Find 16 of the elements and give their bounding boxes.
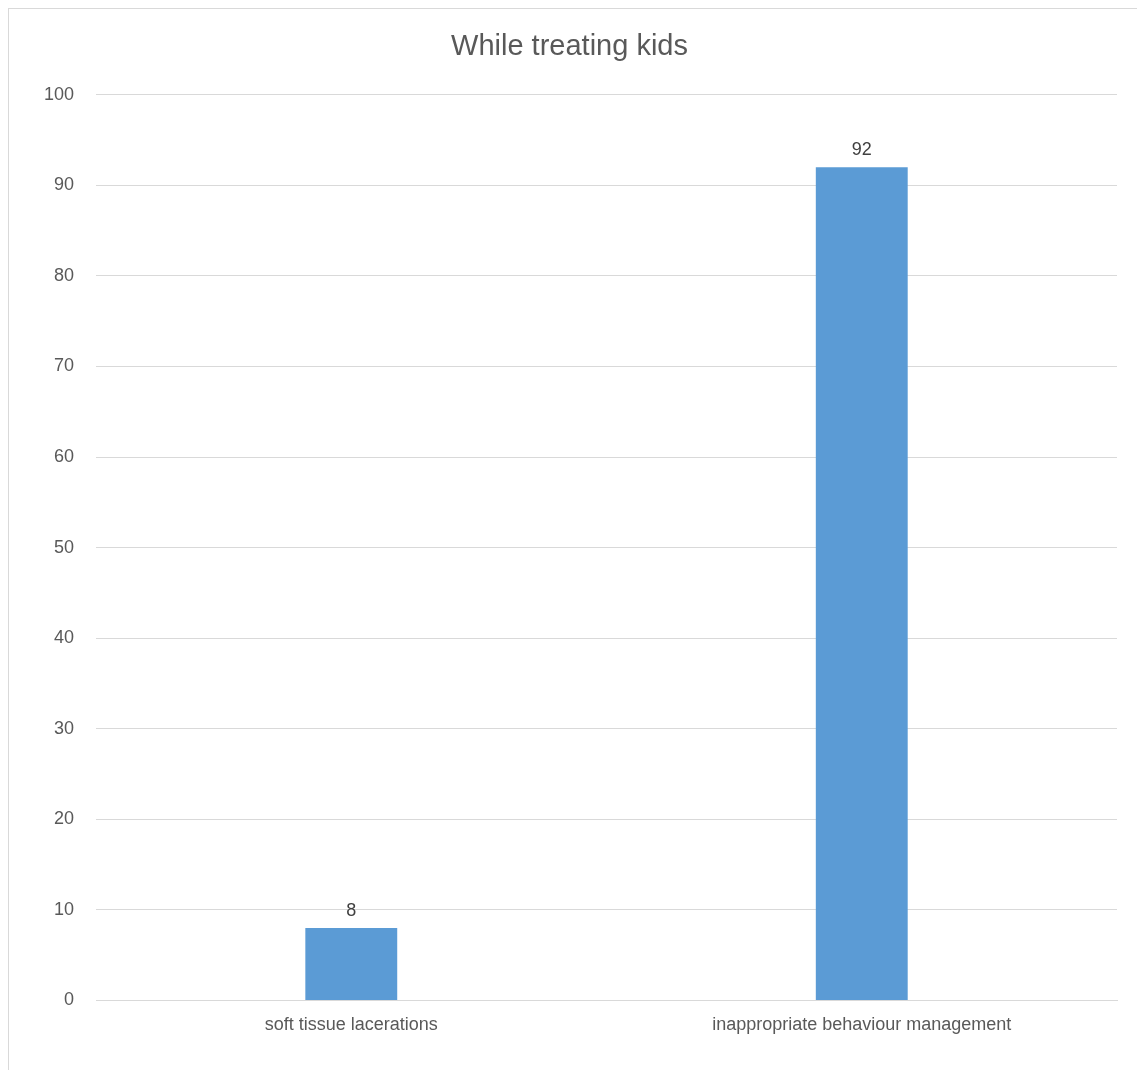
y-tick-label: 90 [54,174,75,195]
x-tick-label: inappropriate behaviour management [712,1014,1012,1035]
y-tick-label: 80 [54,264,75,285]
y-tick-label: 40 [54,627,75,648]
data-label: 8 [346,899,357,920]
y-tick-label: 20 [54,808,75,829]
chart-title: While treating kids [451,29,688,62]
y-tick-label: 10 [54,898,75,919]
y-tick-label: 100 [43,83,75,104]
y-tick-label: 30 [54,717,75,738]
x-tick-label: soft tissue lacerations [264,1014,438,1035]
y-tick-label: 50 [54,536,75,557]
y-tick-label: 0 [64,989,75,1010]
y-tick-label: 70 [54,355,75,376]
data-label: 92 [851,139,872,160]
y-tick-label: 60 [54,446,75,467]
